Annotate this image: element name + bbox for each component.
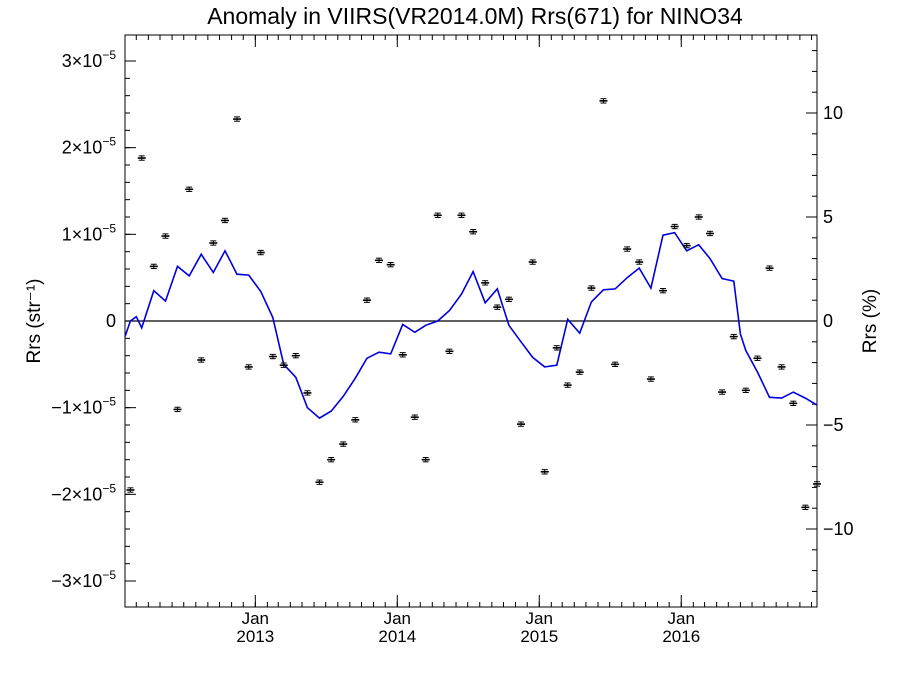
y2-tick-label: −5 <box>823 415 844 435</box>
y2-tick-label: 0 <box>823 311 833 331</box>
data-point <box>741 387 750 393</box>
data-point <box>149 263 158 270</box>
data-point <box>611 361 620 367</box>
x-tick-label-month: Jan <box>242 609 269 628</box>
x-tick-label-month: Jan <box>526 609 553 628</box>
y-axis-label-left: Rrs (str⁻¹) <box>24 279 45 364</box>
data-point <box>481 280 490 286</box>
data-point <box>587 285 596 291</box>
axes: Jan2013Jan2014Jan2015Jan20163×10−52×10−5… <box>51 34 854 646</box>
data-point <box>433 212 442 218</box>
data-point <box>682 242 691 249</box>
data-point <box>291 353 300 359</box>
data-point <box>137 155 146 161</box>
data-point <box>635 259 644 265</box>
data-point <box>303 390 312 396</box>
line-series <box>124 231 818 420</box>
points-series <box>126 98 821 510</box>
y2-tick-label: 10 <box>823 103 843 123</box>
data-point <box>540 469 549 475</box>
data-point <box>469 229 478 235</box>
data-point <box>813 481 821 487</box>
data-point <box>126 487 135 493</box>
data-point <box>398 352 407 358</box>
data-point <box>646 376 655 382</box>
x-tick-label-year: 2014 <box>378 627 416 646</box>
data-point <box>327 457 336 463</box>
data-point <box>173 406 182 413</box>
data-point <box>410 414 419 420</box>
data-point <box>765 265 774 271</box>
data-point <box>504 296 513 302</box>
x-tick-label-month: Jan <box>668 609 695 628</box>
y-tick-label: 2×10−5 <box>62 135 117 158</box>
x-tick-label-month: Jan <box>384 609 411 628</box>
data-point <box>386 262 395 268</box>
data-point <box>279 362 288 368</box>
data-point <box>777 364 786 370</box>
data-point <box>445 348 454 354</box>
data-point <box>220 217 229 224</box>
data-point <box>718 389 727 395</box>
data-point <box>599 98 608 104</box>
data-point <box>209 240 218 246</box>
y-tick-label: 3×10−5 <box>62 48 117 71</box>
data-point <box>694 214 703 220</box>
data-point <box>789 400 798 406</box>
data-point <box>670 223 679 230</box>
data-point <box>244 364 253 370</box>
data-point <box>493 304 502 310</box>
y2-tick-label: 5 <box>823 207 833 227</box>
data-point <box>753 355 762 361</box>
data-point <box>563 382 572 388</box>
x-tick-label-year: 2013 <box>236 627 274 646</box>
data-point <box>339 441 348 447</box>
series-line <box>124 231 818 420</box>
data-point <box>528 259 537 265</box>
data-point <box>256 249 265 256</box>
data-point <box>351 417 360 423</box>
y-tick-label: −1×10−5 <box>51 395 116 418</box>
data-point <box>623 246 632 252</box>
data-point <box>362 297 371 303</box>
data-point <box>552 345 561 351</box>
chart-title: Anomaly in VIIRS(VR2014.0M) Rrs(671) for… <box>207 3 743 29</box>
data-point <box>268 353 277 360</box>
data-point <box>801 504 810 510</box>
data-point <box>729 333 738 340</box>
data-point <box>233 116 242 122</box>
y-axis-label-right: Rrs (%) <box>860 289 881 353</box>
y-tick-label: −2×10−5 <box>51 481 116 504</box>
x-tick-label-year: 2015 <box>520 627 558 646</box>
data-point <box>457 212 466 218</box>
data-point <box>197 357 206 363</box>
data-point <box>658 288 667 294</box>
data-point <box>315 479 324 485</box>
data-point <box>516 421 525 427</box>
data-point <box>185 186 194 192</box>
data-point <box>161 233 170 239</box>
data-point <box>421 457 430 463</box>
y-tick-label: 1×10−5 <box>62 221 117 244</box>
data-point <box>575 369 584 375</box>
data-point <box>375 257 384 263</box>
y-tick-label: −3×10−5 <box>51 568 116 591</box>
data-point <box>706 230 715 237</box>
x-tick-label-year: 2016 <box>662 627 700 646</box>
y2-tick-label: −10 <box>823 519 854 539</box>
y-tick-label: 0 <box>106 311 116 331</box>
